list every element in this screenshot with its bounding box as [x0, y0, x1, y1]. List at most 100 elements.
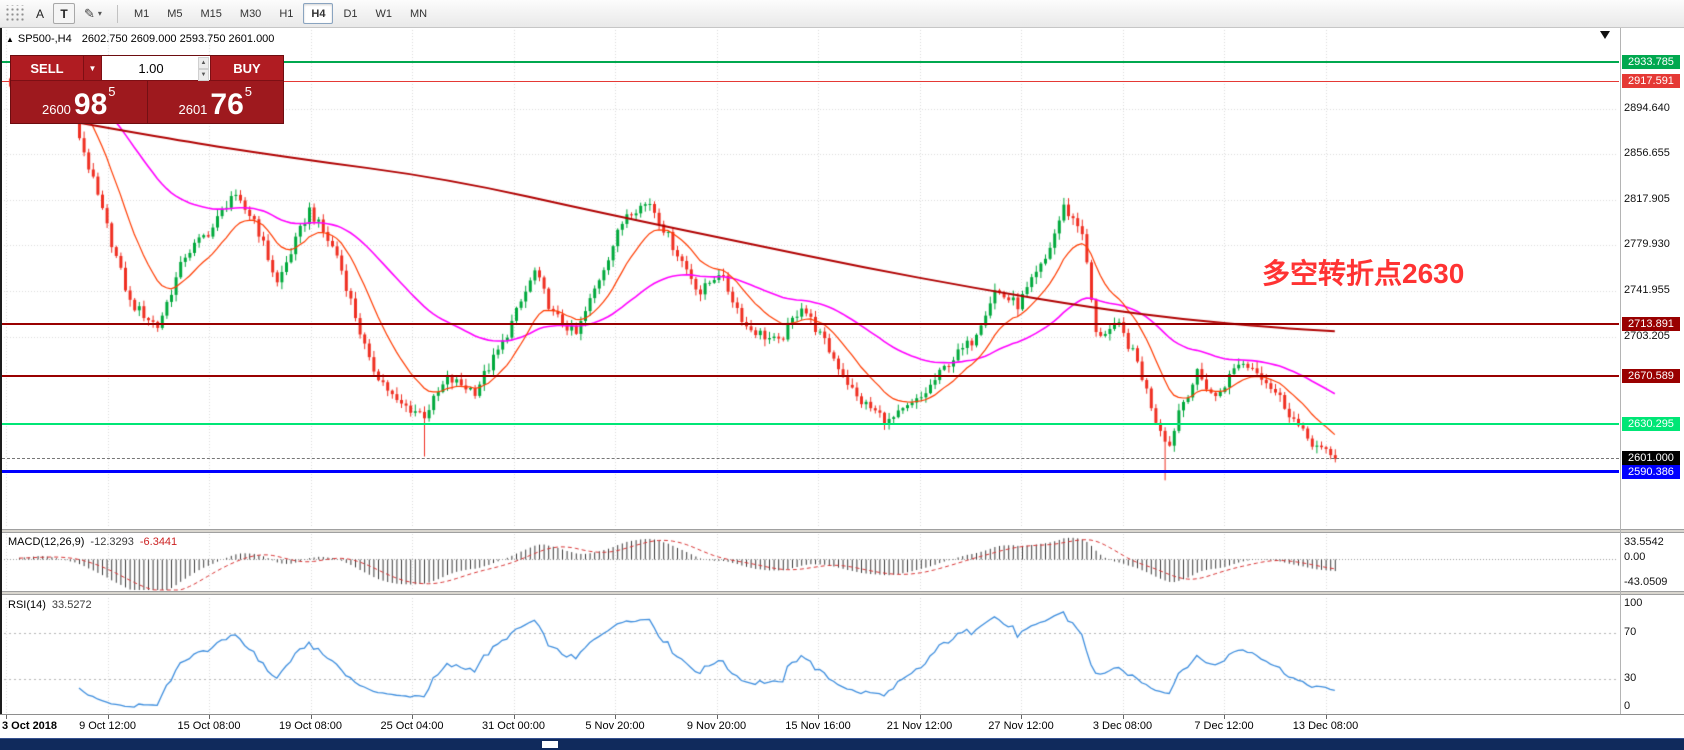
- panel-splitter[interactable]: [0, 529, 1684, 533]
- current-price-line: [2, 458, 1619, 459]
- taskbar-item: [542, 741, 558, 748]
- timeframe-button-m15[interactable]: M15: [193, 3, 230, 24]
- time-axis-label: 31 Oct 00:00: [482, 720, 545, 732]
- timeframe-button-m1[interactable]: M1: [126, 3, 157, 24]
- ask-fraction: 5: [244, 84, 253, 99]
- price-level-line[interactable]: [2, 60, 1619, 63]
- time-axis-label: 19 Oct 08:00: [279, 720, 342, 732]
- price-axis-label: 2817.905: [1624, 193, 1670, 206]
- chart-shift-marker-icon[interactable]: [1600, 31, 1610, 39]
- price-level-line[interactable]: [2, 470, 1619, 474]
- bid-fraction: 5: [108, 84, 116, 99]
- volume-decrease-button[interactable]: ▼: [198, 69, 209, 81]
- rsi-name: RSI(14): [8, 599, 46, 611]
- timeframe-button-m30[interactable]: M30: [232, 3, 269, 24]
- ask-prefix: 2601: [178, 102, 208, 117]
- toolbar: A T ✎ ▾ M1 M5 M15 M30 H1 H4 D1 W1 MN: [0, 0, 1684, 28]
- price-axis-label: 2856.655: [1624, 146, 1670, 159]
- time-axis-label: 25 Oct 04:00: [380, 720, 444, 732]
- taskbar-strip: [0, 738, 1684, 750]
- chart-ohlc-values: 2602.750 2609.000 2593.750 2601.000: [81, 33, 275, 45]
- timeframe-button-d1[interactable]: D1: [335, 3, 365, 24]
- sell-button[interactable]: SELL: [11, 56, 84, 80]
- price-level-badge: 2590.386: [1622, 464, 1680, 479]
- time-axis-label: 5 Nov 20:00: [585, 720, 645, 732]
- price-level-badge: 2917.591: [1622, 74, 1680, 89]
- volume-increase-button[interactable]: ▲: [198, 57, 209, 69]
- price-level-badge: 2713.891: [1622, 317, 1680, 332]
- price-level-line[interactable]: [2, 422, 1619, 425]
- time-axis-tick: [1122, 715, 1124, 719]
- chart-symbol-label: SP500-,H4: [17, 33, 72, 45]
- timeframe-button-m5[interactable]: M5: [159, 3, 190, 24]
- chart-annotation-text[interactable]: 多空转折点2630: [1262, 258, 1465, 289]
- time-axis-label: 15 Nov 16:00: [785, 720, 851, 732]
- time-axis-tick: [310, 715, 312, 719]
- macd-axis-max: 33.5542: [1624, 536, 1664, 548]
- bid-prefix: 2600: [41, 102, 71, 117]
- chevron-down-icon: ▾: [97, 9, 102, 18]
- volume-box: ▲ ▼: [102, 56, 210, 81]
- time-axis-tick: [818, 715, 819, 719]
- price-level-line[interactable]: [2, 374, 1619, 377]
- price-axis-label: 2741.955: [1624, 283, 1670, 296]
- time-axis-tick: [107, 715, 109, 719]
- collapse-icon[interactable]: ▲: [6, 35, 14, 44]
- time-axis-tick: [615, 715, 616, 719]
- ask-big-digits: 76: [210, 88, 244, 121]
- rsi-axis-0: 0: [1624, 700, 1631, 712]
- price-axis-label: 2703.205: [1624, 330, 1670, 342]
- timeframe-button-mn[interactable]: MN: [402, 3, 435, 24]
- price-level-line[interactable]: [2, 323, 1619, 326]
- current-price-badge: 2601.000: [1622, 451, 1680, 465]
- time-axis-label: 27 Nov 12:00: [988, 720, 1054, 732]
- time-axis-tick: [716, 715, 718, 719]
- time-axis-label: 9 Nov 20:00: [686, 720, 747, 732]
- drag-handle-icon[interactable]: [4, 4, 24, 23]
- time-axis[interactable]: 3 Oct 2018 9 Oct 12:00 15 Oct 08:00 19 Oct …: [0, 714, 1684, 739]
- time-axis-tick: [513, 715, 515, 719]
- price-level-badge: 2670.589: [1622, 368, 1680, 383]
- time-axis-tick: [412, 715, 413, 719]
- timeframe-button-h4[interactable]: H4: [303, 3, 334, 24]
- time-axis-label: 9 Oct 12:00: [79, 720, 136, 732]
- order-type-dropdown[interactable]: ▼: [84, 56, 102, 80]
- ask-price[interactable]: 2601 76 5: [147, 81, 283, 123]
- text-label-tool-button[interactable]: T: [53, 3, 76, 24]
- rsi-axis-30: 30: [1624, 672, 1637, 684]
- rsi-axis-100: 100: [1624, 597, 1643, 609]
- time-axis-label: 21 Nov 12:00: [886, 720, 953, 732]
- bid-price[interactable]: 2600 98 5: [11, 81, 147, 123]
- text-cursor-tool-button[interactable]: A: [29, 3, 51, 24]
- time-axis-label: 3 Oct 2018: [2, 720, 58, 732]
- macd-signal-value: -6.3441: [139, 536, 178, 548]
- price-level-badge: 2933.785: [1622, 54, 1680, 69]
- one-click-trading-panel: SELL ▼ ▲ ▼ BUY 2600 98 5: [10, 55, 284, 124]
- macd-main-value: -12.3293: [90, 536, 134, 548]
- macd-name: MACD(12,26,9): [8, 536, 85, 548]
- chart-left-border: [0, 28, 2, 714]
- toolbar-separator: [116, 4, 118, 23]
- buy-button[interactable]: BUY: [210, 56, 283, 80]
- timeframe-button-h1[interactable]: H1: [271, 3, 301, 24]
- time-axis-tick: [209, 715, 210, 719]
- macd-label: MACD(12,26,9) -12.3293 -6.3441: [8, 536, 177, 548]
- chart-ohlc-header: ▲ SP500-,H4 2602.750 2609.000 2593.750 260…: [6, 33, 274, 45]
- time-axis-label: 15 Oct 08:00: [177, 720, 241, 732]
- panel-splitter[interactable]: [0, 591, 1684, 595]
- macd-axis-min: -43.0509: [1624, 576, 1668, 588]
- pencil-icon: ✎: [84, 5, 95, 21]
- timeframe-group: M1 M5 M15 M30 H1 H4 D1 W1 MN: [125, 3, 436, 24]
- volume-spinner: ▲ ▼: [198, 57, 209, 81]
- timeframe-button-w1[interactable]: W1: [368, 3, 401, 24]
- chevron-down-icon: ▼: [88, 63, 97, 73]
- rsi-label: RSI(14) 33.5272: [8, 599, 92, 611]
- price-level-line[interactable]: [2, 80, 1619, 82]
- time-axis-tick: [6, 715, 7, 719]
- draw-tools-button[interactable]: ✎ ▾: [77, 3, 109, 24]
- time-axis-label: 7 Dec 12:00: [1194, 720, 1254, 732]
- bid-big-digits: 98: [73, 88, 108, 121]
- price-axis-label: 2779.930: [1624, 238, 1670, 251]
- volume-input[interactable]: [102, 56, 210, 80]
